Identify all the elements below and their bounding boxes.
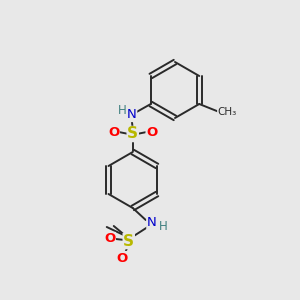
Text: S: S [127,127,138,142]
Text: H: H [158,220,167,232]
Text: N: N [127,109,136,122]
Text: S: S [123,233,134,248]
Text: O: O [116,251,128,265]
Text: N: N [147,217,157,230]
Text: O: O [146,125,158,139]
Text: O: O [104,232,116,245]
Text: H: H [158,220,167,232]
Text: O: O [104,232,116,245]
Text: O: O [108,125,119,139]
Text: H: H [117,104,126,118]
Text: O: O [116,251,128,265]
Text: S: S [127,127,138,142]
Text: N: N [147,217,157,230]
Text: O: O [146,125,158,139]
Text: S: S [123,233,134,248]
Text: CH₃: CH₃ [218,107,237,117]
Text: O: O [108,125,119,139]
Text: H: H [117,104,126,118]
Text: N: N [127,109,136,122]
Text: CH₃: CH₃ [218,107,237,117]
